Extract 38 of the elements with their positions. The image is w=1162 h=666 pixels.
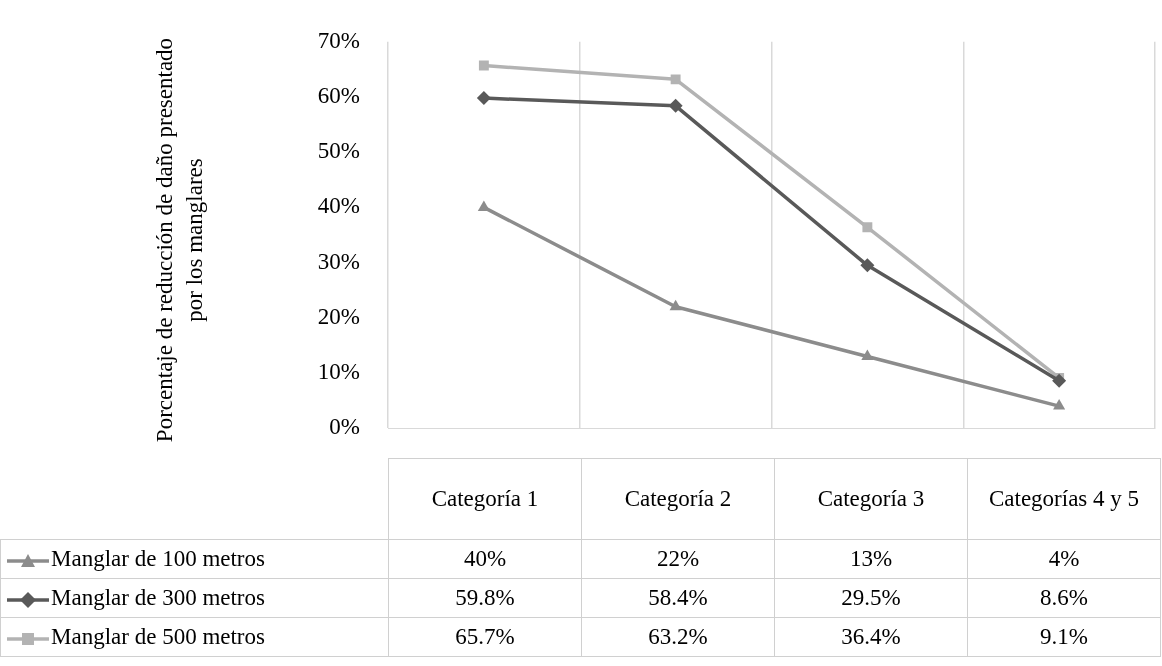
data-label: 8.6%	[967, 578, 1161, 618]
x-tick-label: Categoría 1	[388, 458, 582, 540]
legend-label: Manglar de 100 metros	[51, 546, 265, 571]
y-tick-label: 20%	[317, 303, 360, 329]
point	[1053, 399, 1066, 410]
x-tick-label: Categoría 3	[774, 458, 968, 540]
point	[861, 349, 874, 360]
point	[668, 98, 683, 113]
point	[1052, 373, 1067, 388]
y-tick-label: 40%	[317, 193, 360, 219]
data-label: 65.7%	[388, 617, 582, 657]
y-tick-label: 0%	[329, 414, 360, 440]
data-label: 36.4%	[774, 617, 968, 657]
data-label: 58.4%	[581, 578, 775, 618]
point	[478, 60, 489, 71]
y-tick-label: 70%	[317, 27, 360, 53]
y-tick-label: 50%	[317, 138, 360, 164]
point	[476, 91, 491, 106]
y-axis-title: Porcentaje de reducción de daño presentado por los manglares	[151, 36, 208, 445]
x-tick-label: Categoría 2	[581, 458, 775, 540]
data-label: 9.1%	[967, 617, 1161, 657]
data-label: 63.2%	[581, 617, 775, 657]
data-label: 40%	[388, 539, 582, 579]
point	[670, 74, 681, 85]
data-label: 22%	[581, 539, 775, 579]
y-tick-label: 30%	[317, 248, 360, 274]
data-label: 13%	[774, 539, 968, 579]
point	[860, 258, 875, 273]
legend-label: Manglar de 300 metros	[51, 585, 265, 610]
point	[862, 222, 873, 233]
y-tick-label: 60%	[317, 83, 360, 109]
data-label: 29.5%	[774, 578, 968, 618]
legend-label: Manglar de 500 metros	[51, 624, 265, 649]
data-label: 4%	[967, 539, 1161, 579]
point	[669, 299, 682, 311]
data-label: 59.8%	[388, 578, 582, 618]
y-tick-label: 10%	[317, 359, 360, 385]
x-tick-label: Categorías 4 y 5	[967, 458, 1161, 540]
